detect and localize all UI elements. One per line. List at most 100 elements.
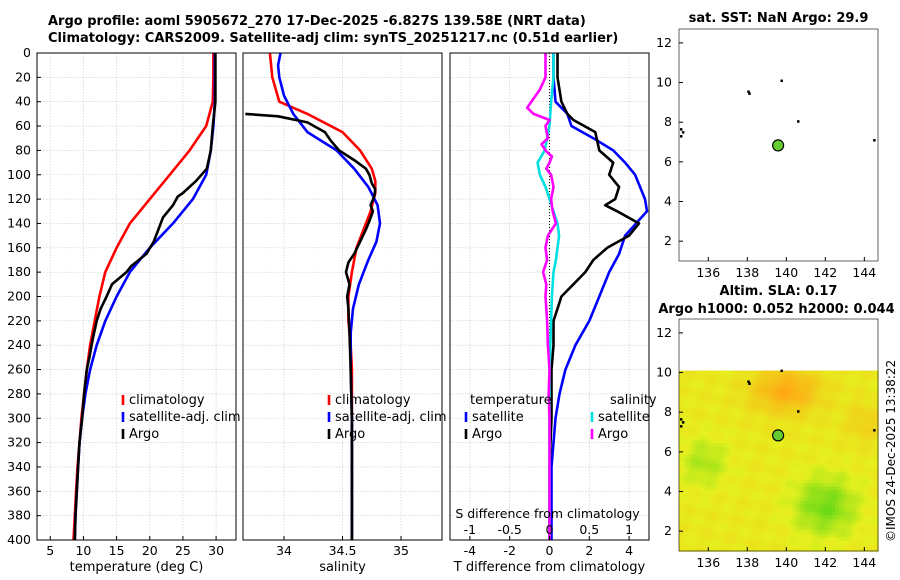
sla_map-field-cell <box>686 413 691 419</box>
difference-top-xtick-label: 1 <box>625 522 633 537</box>
sla_map-field-cell <box>814 529 819 534</box>
sla_map-field-cell <box>721 540 726 545</box>
sla_map-field-cell <box>732 406 737 411</box>
sla_map-field-cell <box>718 388 723 393</box>
sla_map-field-cell <box>735 406 741 411</box>
sla_map-field-cell <box>785 431 790 437</box>
sla_map-field-cell <box>714 464 719 469</box>
sla_map-field-cell <box>803 377 808 382</box>
sla_map-field-cell <box>806 536 812 541</box>
sla_map-field-cell <box>689 486 694 491</box>
sla_map-field-cell <box>870 370 876 375</box>
sla_map-field-cell <box>689 529 694 534</box>
sla_map-field-cell <box>842 511 847 516</box>
sla_map-field-cell <box>760 464 765 469</box>
sla_map-field-cell <box>718 417 723 422</box>
sla_map-field-cell <box>721 493 726 498</box>
sla_map-field-cell <box>792 511 797 516</box>
sla_map-field-cell <box>764 547 769 552</box>
sla_map-field-cell <box>806 446 812 451</box>
sla_map-field-cell <box>760 514 765 520</box>
sla_map-field-cell <box>742 395 748 401</box>
sla_map-field-cell <box>732 413 737 419</box>
sla_map-field-cell <box>846 464 851 469</box>
sla_map-field-cell <box>714 395 719 401</box>
sla_map-field-cell <box>679 486 684 491</box>
sla_map-field-cell <box>849 435 854 440</box>
sla_map-field-cell <box>810 381 815 386</box>
sla_map-field-cell <box>746 406 751 411</box>
sla_map-field-cell <box>718 406 723 411</box>
sla_map-field-cell <box>689 435 694 440</box>
sla_map-field-cell <box>732 543 737 548</box>
sla_map-field-cell <box>703 446 709 451</box>
sla_map-field-cell <box>838 540 844 545</box>
sla_map-field-cell <box>838 417 844 422</box>
sla_map-field-cell <box>824 536 829 541</box>
sla_map-field-cell <box>718 464 723 469</box>
sla_map-field-cell <box>739 482 744 487</box>
sla_map-field-cell <box>703 403 709 408</box>
sla_map-field-cell <box>817 413 822 419</box>
sla_map-field-cell <box>700 518 705 523</box>
sla_map-field-cell <box>778 525 783 530</box>
sla_map-field-cell <box>860 370 865 375</box>
sla_map-field-cell <box>838 439 844 444</box>
sla_map-field-cell <box>693 424 698 429</box>
sla_map-field-cell <box>874 500 879 505</box>
sla_map-field-cell <box>810 439 815 444</box>
sla_map-field-cell <box>856 478 861 484</box>
sla_map-field-cell <box>849 410 854 415</box>
sla_map-field-cell <box>728 374 733 379</box>
sla_map-field-cell <box>778 406 783 411</box>
sla_map-field-cell <box>679 428 684 433</box>
sla_map-field-cell <box>867 478 872 484</box>
sla_map-field-cell <box>679 496 684 502</box>
sla_map-field-cell <box>760 388 765 393</box>
sla_map-field-cell <box>828 464 833 469</box>
sla_map-field-cell <box>703 464 709 469</box>
sla_map-field-cell <box>831 457 836 462</box>
sla_map-field-cell <box>707 435 712 440</box>
sla_map-field-cell <box>728 514 733 520</box>
sla_map-field-cell <box>700 403 705 408</box>
sla_map-field-cell <box>831 446 836 451</box>
sla_map-field-cell <box>867 435 872 440</box>
sla_map-field-cell <box>771 388 776 393</box>
sla_map-field-cell <box>750 421 755 426</box>
sla_map-field-cell <box>810 532 815 538</box>
sla_map-field-cell <box>867 410 872 415</box>
sla_map-field-cell <box>682 543 687 548</box>
sla_map-field-cell <box>867 486 872 491</box>
sla_map-field-cell <box>824 543 829 548</box>
sla_map-field-cell <box>874 410 879 415</box>
sla_map-field-cell <box>725 518 730 523</box>
sla_map-field-cell <box>696 392 701 397</box>
sla_map-field-cell <box>693 460 698 465</box>
sla_map-field-cell <box>771 374 776 379</box>
sla_map-field-cell <box>849 507 854 512</box>
sla_map-field-cell <box>792 388 797 393</box>
sla_map-field-cell <box>856 399 861 404</box>
sla_map-field-cell <box>838 388 844 393</box>
sla_map-field-cell <box>710 475 716 480</box>
sla_map-field-cell <box>835 381 840 386</box>
sla_map-field-cell <box>810 460 815 465</box>
sla_map-field-cell <box>771 399 776 404</box>
sla_map-field-cell <box>856 540 861 545</box>
sla_map-field-cell <box>835 547 840 552</box>
sla_map-field-cell <box>817 395 822 401</box>
sla_map-field-cell <box>803 547 808 552</box>
sla_map-field-cell <box>835 518 840 523</box>
sla_map-field-cell <box>732 500 737 505</box>
sla_map-field-cell <box>853 424 858 429</box>
sla_map-field-cell <box>703 413 709 419</box>
sla_map-field-cell <box>735 446 741 451</box>
sla_map-field-cell <box>799 478 804 484</box>
sla_map-field-cell <box>682 417 687 422</box>
sla_map-field-cell <box>742 532 748 538</box>
sla_map-field-cell <box>682 403 687 408</box>
sla_map-field-cell <box>686 504 691 509</box>
sla_map-field-cell <box>831 475 836 480</box>
sla_map-field-cell <box>874 543 879 548</box>
